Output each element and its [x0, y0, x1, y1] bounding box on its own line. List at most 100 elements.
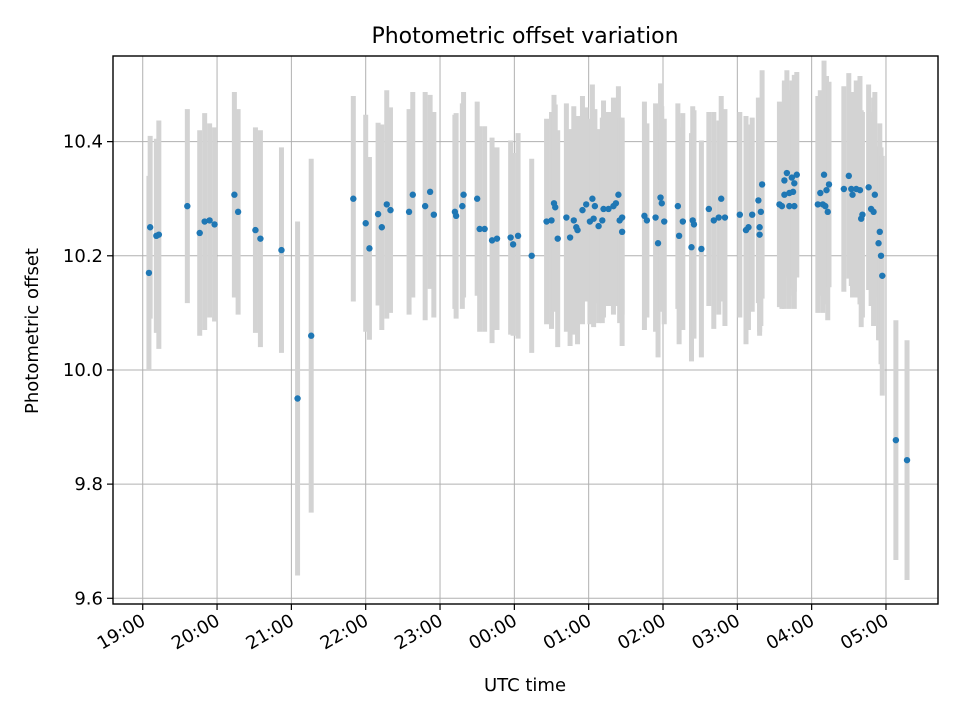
data-point [718, 195, 725, 202]
data-point [690, 221, 698, 228]
data-point [473, 195, 481, 202]
data-point [252, 226, 259, 234]
data-point [409, 191, 416, 198]
data-point [605, 205, 612, 213]
data-point [387, 206, 394, 214]
data-point [574, 226, 581, 234]
data-point [231, 191, 238, 198]
y-tick-label: 10.2 [63, 246, 103, 267]
data-point [849, 191, 856, 198]
data-point [705, 205, 713, 213]
data-point [595, 222, 602, 230]
data-point [778, 202, 786, 210]
data-point [879, 272, 886, 279]
y-tick-label: 9.8 [74, 474, 103, 495]
data-point [793, 171, 800, 178]
data-point [201, 218, 208, 225]
data-point [234, 208, 242, 216]
data-point [758, 181, 766, 188]
data-point [294, 395, 301, 402]
data-point [554, 235, 561, 242]
data-points [145, 169, 911, 464]
data-point [715, 214, 722, 221]
data-point [460, 191, 467, 198]
data-point [788, 174, 796, 181]
data-point [476, 225, 483, 233]
data-point [548, 217, 555, 224]
data-point [652, 214, 659, 221]
data-point [791, 202, 798, 210]
data-point [675, 232, 683, 240]
data-point [876, 228, 883, 236]
data-point [877, 252, 885, 259]
data-point [721, 214, 729, 221]
y-tick-label: 10.0 [63, 360, 103, 381]
plot-frame [112, 55, 939, 605]
data-point [875, 240, 882, 247]
data-point [848, 185, 855, 193]
data-point [824, 208, 831, 216]
data-point [590, 215, 597, 222]
data-point [507, 234, 514, 241]
data-point [791, 180, 798, 187]
data-point [618, 228, 626, 236]
data-point [781, 177, 788, 184]
data-point [514, 232, 522, 240]
data-point [374, 210, 382, 218]
data-point [817, 189, 824, 197]
x-axis-label: UTC time [484, 675, 566, 696]
data-point [278, 246, 285, 254]
data-point [582, 201, 590, 208]
data-point [679, 218, 687, 225]
data-point [661, 218, 668, 225]
data-point [366, 245, 373, 252]
data-point [783, 169, 791, 177]
y-axis-ticks: 9.6 9.8 10.0 10.2 10.4 [63, 132, 113, 609]
data-point [589, 195, 596, 202]
data-point [736, 211, 744, 218]
data-point [543, 218, 550, 225]
data-point [206, 217, 213, 224]
data-point [378, 224, 386, 231]
data-point [459, 202, 466, 210]
data-point [599, 217, 606, 224]
data-point [698, 245, 705, 253]
data-point [579, 206, 586, 214]
data-point [146, 224, 154, 231]
y-axis-label: Photometric offset [22, 248, 43, 414]
data-point [570, 217, 578, 224]
data-point [892, 436, 900, 444]
data-point [362, 220, 369, 227]
data-point [155, 231, 163, 238]
data-point [845, 172, 853, 180]
data-point [405, 208, 413, 216]
data-point [756, 231, 763, 238]
data-point [307, 332, 315, 339]
data-point [257, 235, 264, 242]
data-point [823, 186, 830, 194]
data-point [789, 188, 797, 196]
data-point [755, 197, 762, 204]
data-point [859, 211, 866, 218]
data-point [748, 211, 756, 218]
data-point [871, 191, 879, 198]
data-point [618, 214, 626, 221]
data-point [563, 214, 570, 221]
data-point [196, 229, 203, 237]
data-point [211, 221, 218, 228]
data-point [654, 240, 662, 247]
data-point [643, 217, 651, 224]
data-point [509, 241, 517, 248]
data-point [552, 204, 559, 211]
data-point [657, 194, 664, 201]
data-point [488, 237, 496, 244]
data-point [903, 456, 911, 464]
data-point [383, 201, 390, 208]
data-point [745, 224, 752, 231]
data-point [710, 217, 717, 224]
data-point [452, 212, 460, 220]
data-point [870, 208, 877, 216]
data-point [840, 185, 848, 193]
